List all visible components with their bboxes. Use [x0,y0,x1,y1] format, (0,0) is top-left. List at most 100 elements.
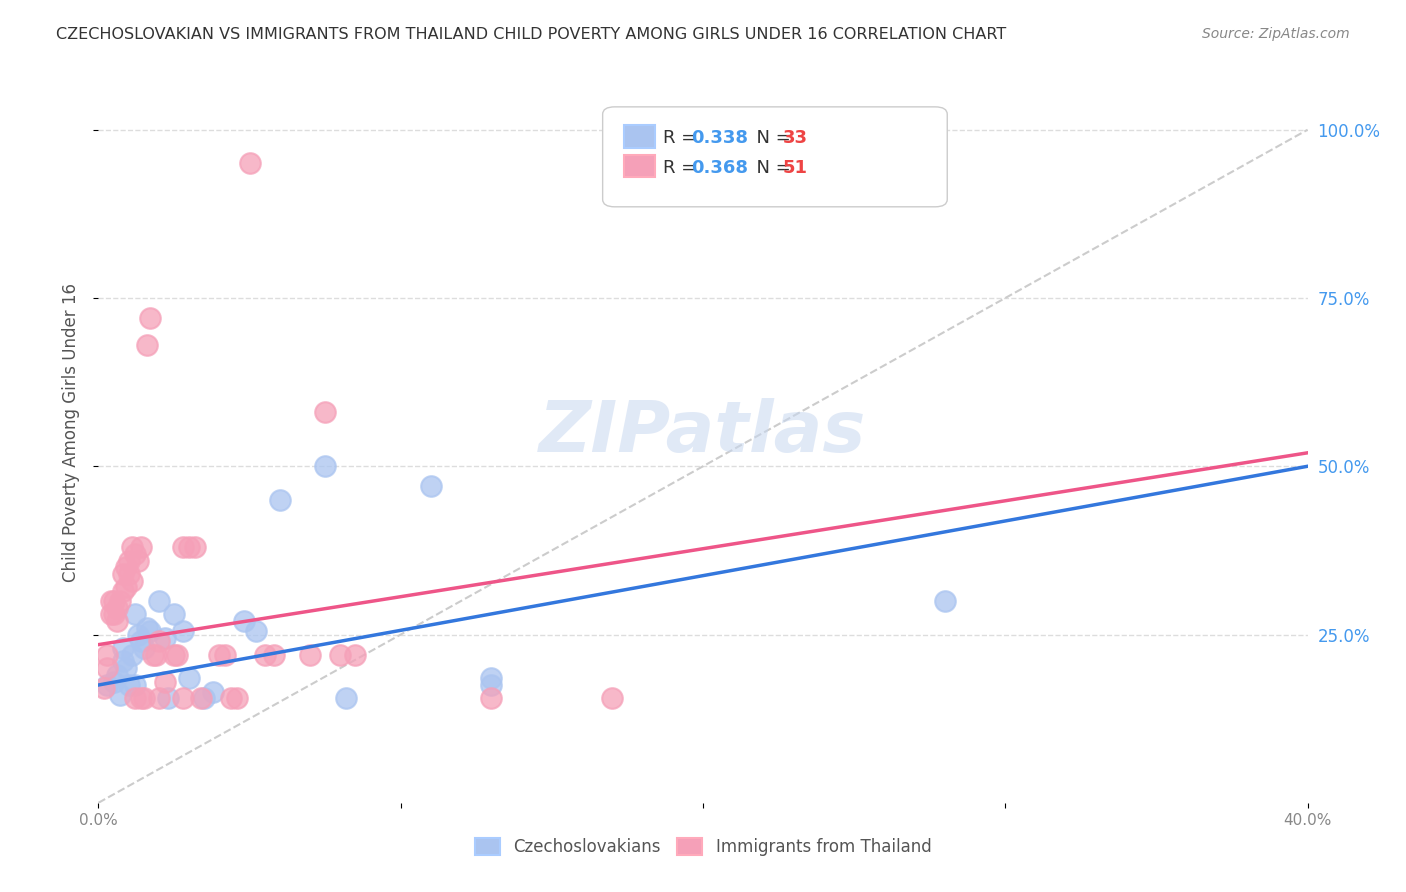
Point [129,691,152,706]
Point [179,671,201,685]
Point [245,624,267,639]
Point [481,691,503,706]
Point [129,634,152,648]
Point [127,627,149,641]
Text: 51: 51 [783,159,808,177]
Point [111,655,134,669]
Text: R =: R = [664,159,702,177]
Point [103,594,125,608]
Point [96,678,118,692]
Point [299,648,322,662]
Point [124,547,146,561]
Point [108,688,131,702]
Point [93,681,115,696]
Point [124,607,146,622]
Point [135,338,157,352]
Point [105,600,128,615]
Point [163,648,186,662]
Point [208,648,231,662]
Point [344,648,367,662]
Point [179,540,201,554]
Point [193,691,215,706]
Point [100,607,122,622]
Point [124,691,146,706]
Point [124,678,146,692]
Point [172,691,194,706]
Point [166,648,188,662]
Point [314,405,336,419]
Text: 0.368: 0.368 [690,159,748,177]
Point [105,614,128,628]
Point [148,634,170,648]
Point [329,648,352,662]
Point [121,574,143,588]
Text: ZIPatlas: ZIPatlas [540,398,866,467]
Point [153,674,176,689]
Point [148,691,170,706]
Point [105,668,128,682]
Point [108,594,131,608]
Point [111,566,134,581]
Point [135,621,157,635]
Point [226,691,249,706]
Point [96,648,118,662]
Point [114,560,136,574]
Point [163,607,186,622]
Text: Source: ZipAtlas.com: Source: ZipAtlas.com [1202,27,1350,41]
Point [420,479,443,493]
Text: R =: R = [664,129,702,147]
Point [103,607,125,622]
Point [121,540,143,554]
Point [481,678,503,692]
Point [172,624,194,639]
Text: N =: N = [745,159,797,177]
Point [127,553,149,567]
Point [314,459,336,474]
Point [263,648,285,662]
Point [335,691,357,706]
Point [139,311,162,326]
Legend: Czechoslovakians, Immigrants from Thailand: Czechoslovakians, Immigrants from Thaila… [467,830,939,865]
Point [114,661,136,675]
Point [139,624,162,639]
Point [214,648,236,662]
Point [156,691,179,706]
Point [269,492,291,507]
Point [602,691,624,706]
Text: 0.338: 0.338 [690,129,748,147]
Point [153,631,176,645]
Point [103,674,125,689]
Point [172,540,194,554]
Point [202,685,225,699]
Point [481,671,503,685]
Point [132,640,155,655]
Point [100,594,122,608]
Point [184,540,207,554]
Point [111,583,134,598]
Point [145,648,167,662]
Point [118,566,141,581]
Y-axis label: Child Poverty Among Girls Under 16: Child Poverty Among Girls Under 16 [62,283,80,582]
Point [142,648,165,662]
Bar [624,126,655,147]
Point [96,661,118,675]
Point [121,648,143,662]
Point [111,640,134,655]
Point [129,540,152,554]
Text: N =: N = [745,129,797,147]
Point [253,648,276,662]
Text: CZECHOSLOVAKIAN VS IMMIGRANTS FROM THAILAND CHILD POVERTY AMONG GIRLS UNDER 16 C: CZECHOSLOVAKIAN VS IMMIGRANTS FROM THAIL… [56,27,1007,42]
Point [118,553,141,567]
Text: 33: 33 [783,129,808,147]
Point [239,156,262,170]
FancyBboxPatch shape [603,107,948,207]
Point [148,594,170,608]
Point [934,594,956,608]
Bar [624,155,655,178]
Point [232,614,254,628]
Point [221,691,243,706]
Point [132,691,155,706]
Point [118,678,141,692]
Point [190,691,212,706]
Point [114,581,136,595]
